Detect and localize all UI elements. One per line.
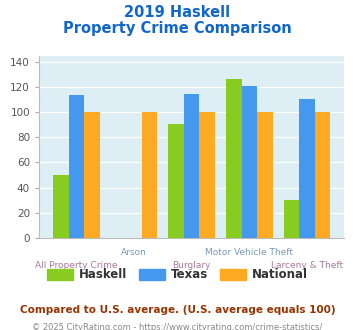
Text: Arson: Arson <box>121 248 147 257</box>
Bar <box>142 113 157 238</box>
Legend: Haskell, Texas, National: Haskell, Texas, National <box>42 264 313 286</box>
Bar <box>53 175 69 238</box>
Text: Motor Vehicle Theft: Motor Vehicle Theft <box>206 248 293 257</box>
Text: Compared to U.S. average. (U.S. average equals 100): Compared to U.S. average. (U.S. average … <box>20 305 335 315</box>
Bar <box>168 124 184 238</box>
Bar <box>284 200 299 238</box>
Bar <box>69 95 84 238</box>
Text: Larceny & Theft: Larceny & Theft <box>271 261 343 270</box>
Bar <box>299 99 315 238</box>
Bar <box>84 113 100 238</box>
Bar <box>200 113 215 238</box>
Text: 2019 Haskell: 2019 Haskell <box>125 5 230 20</box>
Bar <box>315 113 331 238</box>
Text: © 2025 CityRating.com - https://www.cityrating.com/crime-statistics/: © 2025 CityRating.com - https://www.city… <box>32 323 323 330</box>
Bar <box>242 86 257 238</box>
Bar <box>226 79 242 238</box>
Text: Burglary: Burglary <box>173 261 211 270</box>
Text: All Property Crime: All Property Crime <box>35 261 118 270</box>
Bar <box>184 94 200 238</box>
Text: Property Crime Comparison: Property Crime Comparison <box>63 21 292 36</box>
Bar <box>257 113 273 238</box>
